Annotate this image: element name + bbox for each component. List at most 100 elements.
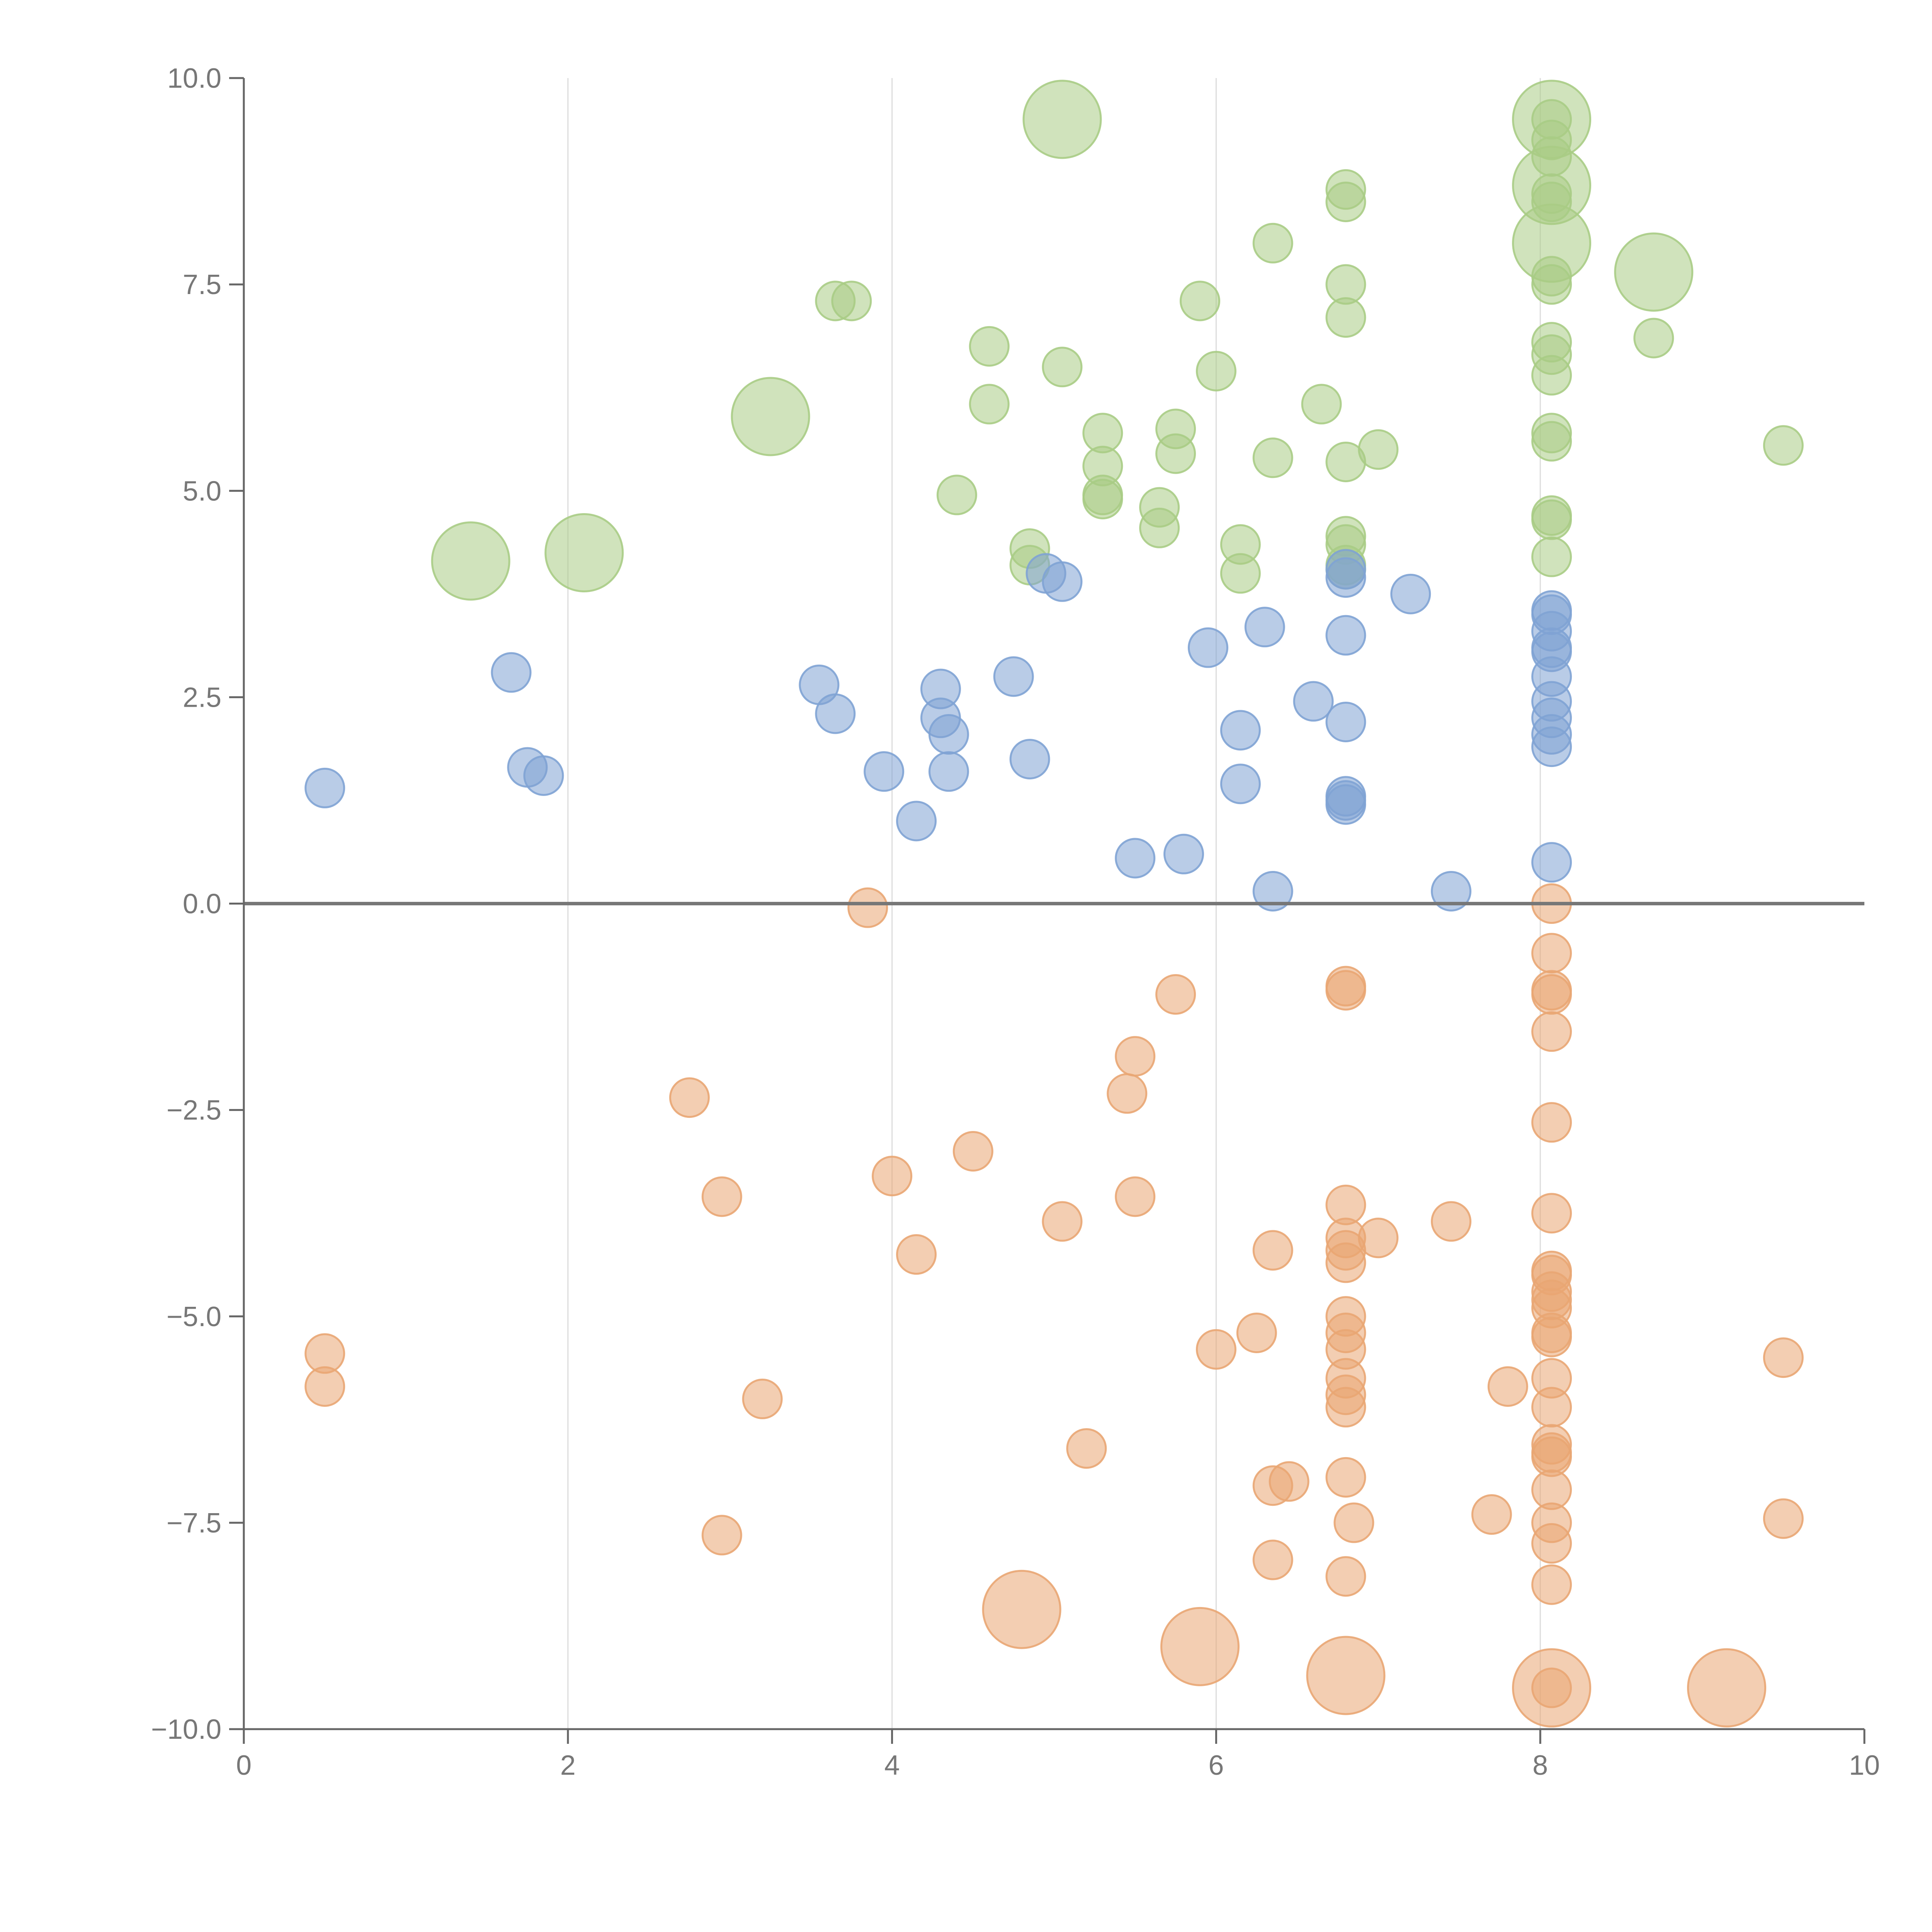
green-point: [1220, 553, 1261, 594]
y-tick-label: −5.0: [167, 1301, 221, 1332]
orange-point: [1115, 1036, 1156, 1077]
orange-point: [1325, 1556, 1366, 1597]
blue-point: [1325, 701, 1366, 742]
blue-point: [1252, 871, 1293, 912]
orange-point: [872, 1156, 913, 1197]
blue-point: [491, 652, 532, 693]
blue-point: [815, 693, 856, 734]
blue-point: [896, 801, 937, 842]
green-point: [1531, 181, 1572, 222]
y-tick-label: −7.5: [167, 1508, 221, 1539]
orange-point: [1531, 1523, 1572, 1564]
green-point: [1022, 80, 1102, 159]
blue-point: [1325, 557, 1366, 598]
orange-point: [1269, 1461, 1310, 1502]
orange-point: [952, 1131, 993, 1172]
green-point: [1614, 232, 1694, 312]
orange-point: [1531, 1102, 1572, 1143]
blue-point: [1325, 615, 1366, 656]
green-point: [969, 384, 1010, 425]
green-point: [1531, 499, 1572, 540]
orange-point: [742, 1378, 783, 1419]
green-point: [1531, 536, 1572, 577]
blue-point: [864, 751, 905, 792]
green-point: [1301, 384, 1342, 425]
orange-point: [701, 1515, 742, 1556]
orange-point: [1160, 1607, 1240, 1686]
orange-point: [1325, 970, 1366, 1011]
green-point: [1763, 425, 1804, 466]
blue-point: [1431, 871, 1472, 912]
orange-point: [1531, 1011, 1572, 1052]
orange-point: [1471, 1494, 1512, 1535]
x-tick-label: 8: [1532, 1750, 1548, 1781]
blue-point: [1042, 561, 1083, 602]
green-point: [969, 326, 1010, 367]
blue-point: [1009, 739, 1050, 780]
blue-point: [1187, 627, 1228, 668]
blue-point: [928, 714, 969, 755]
green-point: [1155, 433, 1196, 474]
orange-point: [1042, 1201, 1083, 1242]
green-point: [1531, 136, 1572, 177]
orange-point: [1325, 1387, 1366, 1428]
orange-point: [304, 1366, 345, 1407]
green-point: [1082, 479, 1123, 520]
green-point: [1196, 350, 1236, 391]
orange-point: [1531, 974, 1572, 1015]
green-point: [544, 513, 624, 592]
y-tick-label: 2.5: [183, 682, 221, 713]
y-tick-label: 5.0: [183, 476, 221, 507]
green-point: [1531, 264, 1572, 305]
orange-point: [1115, 1176, 1156, 1217]
y-tick-label: −2.5: [167, 1095, 221, 1126]
orange-point: [1107, 1073, 1148, 1114]
green-point: [1325, 297, 1366, 338]
blue-point: [1220, 764, 1261, 804]
orange-point: [1531, 1564, 1572, 1605]
green-point: [831, 281, 872, 321]
y-tick-label: −10.0: [151, 1714, 221, 1745]
blue-point: [1293, 681, 1334, 722]
x-tick-label: 6: [1208, 1750, 1224, 1781]
orange-point: [1333, 1502, 1374, 1543]
orange-point: [1687, 1648, 1767, 1728]
orange-point: [1066, 1428, 1107, 1469]
data-points: [304, 80, 1804, 1728]
orange-point: [1325, 1242, 1366, 1283]
blue-point: [304, 767, 345, 808]
blue-point: [1115, 838, 1156, 879]
green-point: [1252, 223, 1293, 264]
axes: [229, 77, 1866, 1744]
green-point: [1179, 281, 1220, 321]
y-tick-label: 10.0: [167, 63, 221, 94]
green-point: [936, 474, 977, 515]
y-tick-label: 0.0: [183, 889, 221, 920]
orange-point: [1531, 1387, 1572, 1428]
blue-point: [1220, 710, 1261, 751]
orange-point: [1531, 1667, 1572, 1708]
orange-point: [1531, 933, 1572, 974]
orange-point: [1155, 974, 1196, 1015]
orange-point: [669, 1077, 710, 1118]
orange-point: [1763, 1498, 1804, 1539]
y-tick-label: 7.5: [183, 269, 221, 300]
blue-point: [1163, 833, 1204, 874]
orange-point: [1252, 1539, 1293, 1580]
x-tick-label: 10: [1849, 1750, 1880, 1781]
blue-point: [1325, 784, 1366, 825]
orange-point: [1487, 1366, 1528, 1407]
orange-point: [896, 1234, 937, 1275]
green-point: [1633, 318, 1674, 359]
orange-point: [1306, 1636, 1386, 1715]
blue-point: [1244, 607, 1285, 648]
green-point: [1139, 507, 1180, 548]
green-point: [1531, 355, 1572, 396]
orange-point: [1325, 1457, 1366, 1498]
green-point: [431, 521, 510, 601]
x-tick-label: 2: [560, 1750, 576, 1781]
green-point: [1325, 181, 1366, 222]
orange-point: [1763, 1337, 1804, 1378]
x-tick-label: 0: [236, 1750, 252, 1781]
